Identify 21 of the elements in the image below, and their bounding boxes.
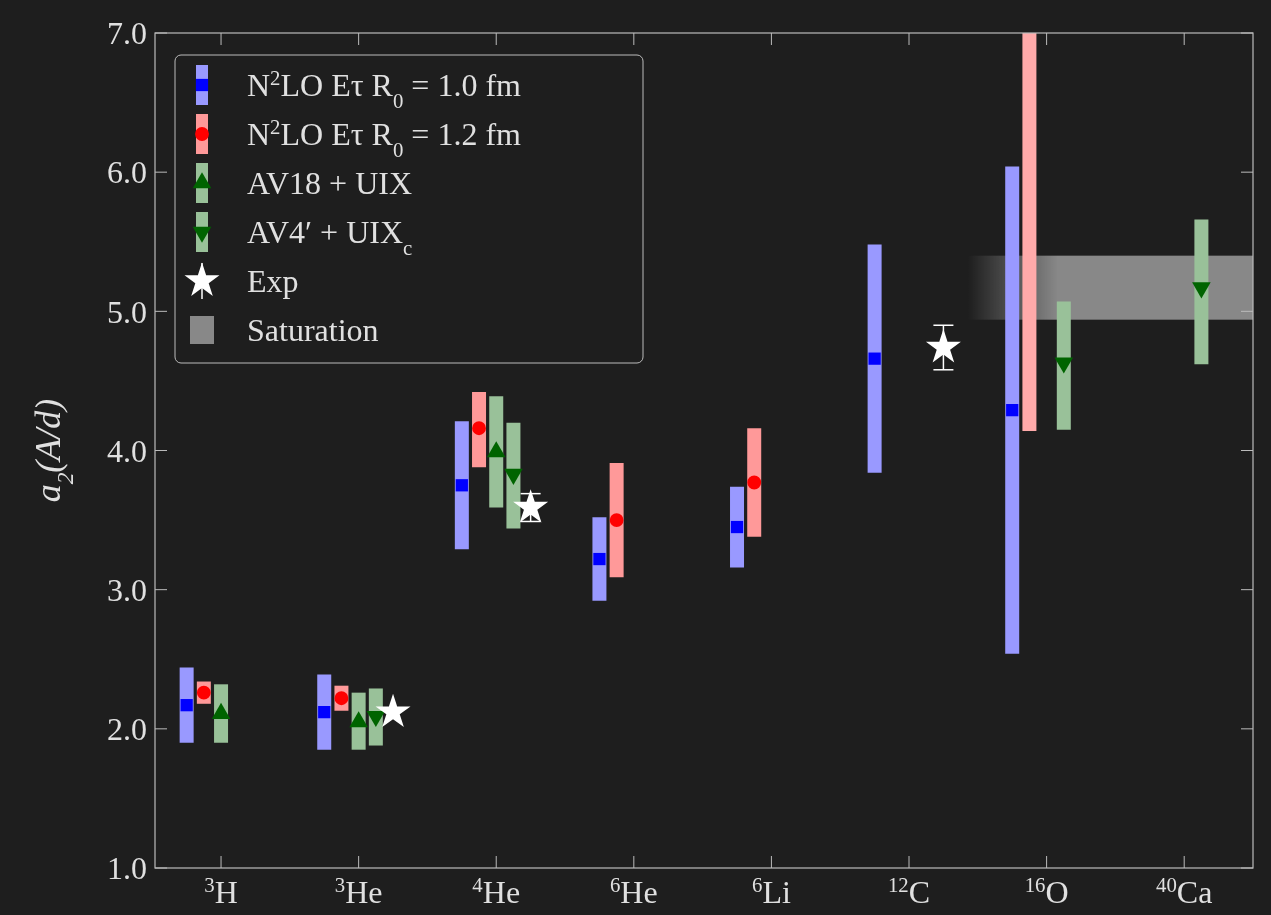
x-tick-label: $^{6}$He (609, 872, 658, 910)
y-tick-label: 1.0 (107, 850, 147, 887)
y-tick-label: 4.0 (107, 432, 147, 469)
x-tick-label: $^{6}$Li (752, 872, 791, 910)
y-tick-label: 6.0 (107, 154, 147, 191)
legend-label: N$^{2}$LO Eτ R$_{0}$ = 1.2 fm (247, 114, 522, 161)
x-tick-label: $^{12}$C (887, 872, 931, 910)
legend-label: Exp (247, 263, 299, 300)
y-tick-label: 2.0 (107, 711, 147, 748)
x-tick-label: $^{3}$He (334, 872, 383, 910)
x-tick-label: $^{4}$He (472, 872, 521, 910)
x-tick-label: $^{40}$Ca (1156, 872, 1213, 910)
y-tick-label: 7.0 (107, 15, 147, 52)
y-tick-label: 5.0 (107, 293, 147, 330)
band-label: Saturation (247, 312, 379, 349)
x-tick-label: $^{3}$H (204, 872, 238, 910)
legend-label: AV4′ + UIX$_{c}$ (247, 214, 413, 259)
y-tick-label: 3.0 (107, 571, 147, 608)
legend-label: AV18 + UIX (247, 165, 413, 202)
x-tick-label: $^{16}$O (1024, 872, 1069, 910)
legend-label: N$^{2}$LO Eτ R$_{0}$ = 1.0 fm (247, 65, 522, 112)
